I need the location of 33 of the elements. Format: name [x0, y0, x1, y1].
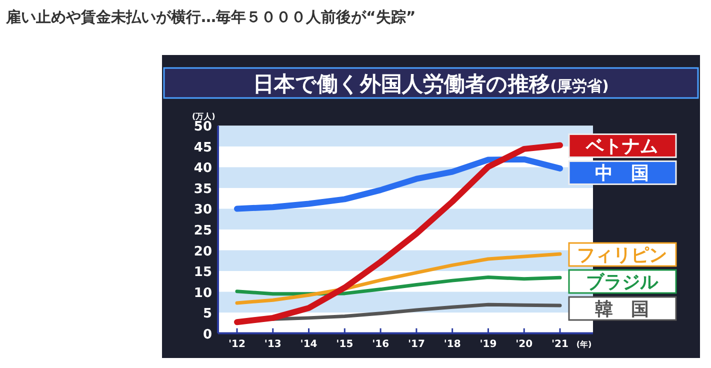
y-axis-title: (万人)	[192, 112, 216, 121]
y-tick-label: 0	[202, 327, 212, 342]
x-tick-label: '18	[444, 339, 461, 350]
y-tick-label: 20	[194, 244, 212, 260]
y-tick-label: 30	[194, 202, 212, 218]
x-tick-label: '20	[516, 339, 533, 350]
series-label: ブラジル	[586, 272, 659, 293]
x-tick-label: '16	[372, 339, 390, 350]
x-tick-label: '19	[480, 339, 497, 350]
y-tick-label: 35	[194, 182, 212, 197]
x-tick-label: '13	[264, 339, 282, 350]
x-axis-title: (年)	[576, 340, 592, 349]
text: 雇い止めや賃金未払いが横行…毎年５０００人前後が“失踪”	[5, 8, 416, 26]
y-tick-label: 50	[194, 120, 212, 135]
chart-subtitle: (厚労省)	[550, 77, 609, 95]
x-tick-label: '17	[408, 339, 425, 350]
y-tick-label: 25	[194, 224, 212, 238]
line-series	[271, 302, 562, 321]
y-tick-label: 40	[194, 161, 212, 176]
series-label: フィリピン	[577, 244, 667, 266]
y-tick-label: 15	[194, 265, 212, 280]
x-tick-label: '12	[228, 339, 246, 350]
line-series	[235, 252, 562, 305]
y-tick-label: 45	[194, 140, 212, 156]
series-label: 韓 国	[595, 298, 649, 320]
series-label: ベトナム	[585, 136, 658, 158]
x-tick-label: '15	[336, 339, 354, 350]
y-tick-label: 10	[194, 286, 212, 301]
chart-title: 日本で働く外国人労働者の推移	[253, 72, 550, 96]
x-tick-label: '21	[552, 339, 569, 350]
series-label: 中 国	[595, 163, 649, 184]
x-tick-label: '14	[300, 339, 318, 350]
y-tick-label: 5	[202, 306, 212, 322]
